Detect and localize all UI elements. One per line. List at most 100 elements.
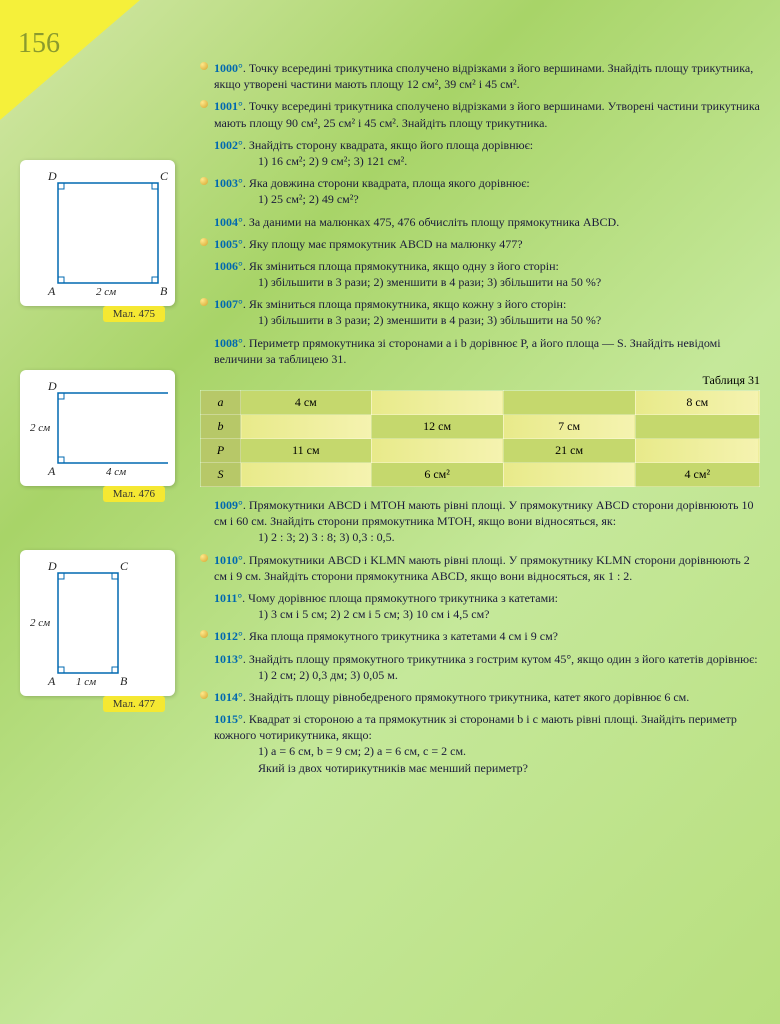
problem-number: 1006°	[214, 259, 243, 273]
problem-text: . Як зміниться площа прямокутника, якщо …	[243, 297, 566, 311]
pin-icon	[200, 691, 208, 699]
table-cell	[503, 463, 635, 487]
table-cell	[503, 391, 635, 415]
problem-text: . Квадрат зі стороною a та прямокутник з…	[214, 712, 737, 742]
problem-text: . Знайдіть площу рівнобедреного прямокут…	[243, 690, 689, 704]
problem: 1014°. Знайдіть площу рівнобедреного пря…	[200, 689, 760, 705]
svg-text:2 см: 2 см	[30, 617, 50, 629]
pin-icon	[200, 630, 208, 638]
row-header: a	[201, 391, 241, 415]
row-header: b	[201, 415, 241, 439]
problem-number: 1002°	[214, 138, 243, 152]
pin-icon	[200, 238, 208, 246]
svg-text:2 см: 2 см	[30, 422, 50, 434]
problem-text: . Знайдіть сторону квадрата, якщо його п…	[243, 138, 533, 152]
problem-number: 1015°	[214, 712, 243, 726]
problem: 1006°. Як зміниться площа прямокутника, …	[200, 258, 760, 290]
table-cell: 8 см	[635, 391, 759, 415]
main-content: 1000°. Точку всередині трикутника сполуч…	[200, 60, 760, 782]
problem-text: . Точку всередині трикутника сполучено в…	[214, 99, 760, 129]
svg-text:C: C	[120, 559, 129, 573]
problem-text: . За даними на малюнках 475, 476 обчислі…	[243, 215, 619, 229]
problem-line: 1) 2 см; 2) 0,3 дм; 3) 0,05 м.	[214, 667, 760, 683]
page-corner	[0, 0, 140, 120]
data-table: a4 см 8 см b 12 см7 смP11 см21 смS6 см²4 см…	[200, 390, 760, 487]
problem: 1009°. Прямокутники ABCD і MTOH мають рі…	[200, 497, 760, 546]
problem-text: . Периметр прямокутника зі сторонами a і…	[214, 336, 721, 366]
problem: 1012°. Яка площа прямокутного трикутника…	[200, 628, 760, 644]
problem-number: 1013°	[214, 652, 243, 666]
figure-svg: DCAB4 см2 см	[28, 378, 168, 478]
figure-label: Мал. 477	[103, 696, 165, 712]
problem-number: 1000°	[214, 61, 243, 75]
svg-text:B: B	[160, 284, 168, 298]
table-cell: 4 см	[241, 391, 372, 415]
svg-text:4 см: 4 см	[106, 466, 126, 478]
problem: 1005°. Яку площу має прямокутник ABCD на…	[200, 236, 760, 252]
table-row: S6 см²4 см²	[201, 463, 760, 487]
svg-text:B: B	[120, 674, 128, 688]
problem-number: 1009°	[214, 498, 243, 512]
problem: 1003°. Яка довжина сторони квадрата, пло…	[200, 175, 760, 207]
problem-number: 1010°	[214, 553, 243, 567]
problem-number: 1007°	[214, 297, 243, 311]
problem-text: . Яка довжина сторони квадрата, площа як…	[243, 176, 530, 190]
table-row: P11 см21 см	[201, 439, 760, 463]
problem-text: . Прямокутники ABCD і MTOH мають рівні п…	[214, 498, 754, 528]
svg-text:1 см: 1 см	[76, 676, 96, 688]
table-cell: 4 см²	[635, 463, 759, 487]
problem: 1002°. Знайдіть сторону квадрата, якщо й…	[200, 137, 760, 169]
problem-number: 1003°	[214, 176, 243, 190]
table-row: a4 см 8 см	[201, 391, 760, 415]
problem-line: Який із двох чотирикутників має менший п…	[214, 760, 760, 776]
pin-icon	[200, 298, 208, 306]
svg-text:D: D	[47, 379, 57, 393]
svg-text:A: A	[47, 284, 56, 298]
table-cell: 21 см	[503, 439, 635, 463]
svg-text:D: D	[47, 169, 57, 183]
figure-svg: DCAB1 см2 см	[28, 558, 168, 688]
figure-label: Мал. 476	[103, 486, 165, 502]
table-cell: 12 см	[371, 415, 503, 439]
problem: 1010°. Прямокутники ABCD і KLMN мають рі…	[200, 552, 760, 584]
problem-text: . Яка площа прямокутного трикутника з ка…	[243, 629, 558, 643]
table-row: b 12 см7 см	[201, 415, 760, 439]
row-header: P	[201, 439, 241, 463]
problem-number: 1001°	[214, 99, 243, 113]
problem: 1001°. Точку всередині трикутника сполуч…	[200, 98, 760, 130]
figure-svg: D C A B 2 см	[28, 168, 168, 298]
problem-number: 1012°	[214, 629, 243, 643]
problem-number: 1004°	[214, 215, 243, 229]
pin-icon	[200, 62, 208, 70]
figure-box: DCAB4 см2 смМал. 476	[20, 370, 175, 486]
page-number: 156	[18, 28, 60, 60]
table-cell: 7 см	[503, 415, 635, 439]
pin-icon	[200, 177, 208, 185]
svg-text:2 см: 2 см	[96, 286, 116, 298]
problem-text: . Точку всередині трикутника сполучено в…	[214, 61, 753, 91]
table-cell	[635, 415, 759, 439]
figure-box: DCAB1 см2 смМал. 477	[20, 550, 175, 696]
figure-label: Мал. 475	[103, 306, 165, 322]
problem: 1015°. Квадрат зі стороною a та прямокут…	[200, 711, 760, 776]
figure-box: DCAB2 смМал. 475	[20, 160, 175, 306]
svg-text:A: A	[47, 464, 56, 478]
problem-line: 1) збільшити в 3 рази; 2) зменшити в 4 р…	[214, 274, 760, 290]
table-31: Таблиця 31a4 см8 смb12 см7 смP11 см21 см…	[200, 373, 760, 487]
row-header: S	[201, 463, 241, 487]
svg-text:C: C	[160, 169, 168, 183]
problem: 1004°. За даними на малюнках 475, 476 об…	[200, 214, 760, 230]
table-cell	[371, 391, 503, 415]
pin-icon	[200, 100, 208, 108]
table-cell	[371, 439, 503, 463]
problem-line: 1) 3 см і 5 см; 2) 2 см і 5 см; 3) 10 см…	[214, 606, 760, 622]
problem-number: 1014°	[214, 690, 243, 704]
problem-text: . Прямокутники ABCD і KLMN мають рівні п…	[214, 553, 750, 583]
problem-text: . Знайдіть площу прямокутного трикутника…	[243, 652, 758, 666]
problem-text: . Як зміниться площа прямокутника, якщо …	[243, 259, 559, 273]
table-cell	[241, 463, 372, 487]
pin-icon	[200, 554, 208, 562]
problem-number: 1008°	[214, 336, 243, 350]
problem: 1011°. Чому дорівнює площа прямокутного …	[200, 590, 760, 622]
problem-number: 1005°	[214, 237, 243, 251]
